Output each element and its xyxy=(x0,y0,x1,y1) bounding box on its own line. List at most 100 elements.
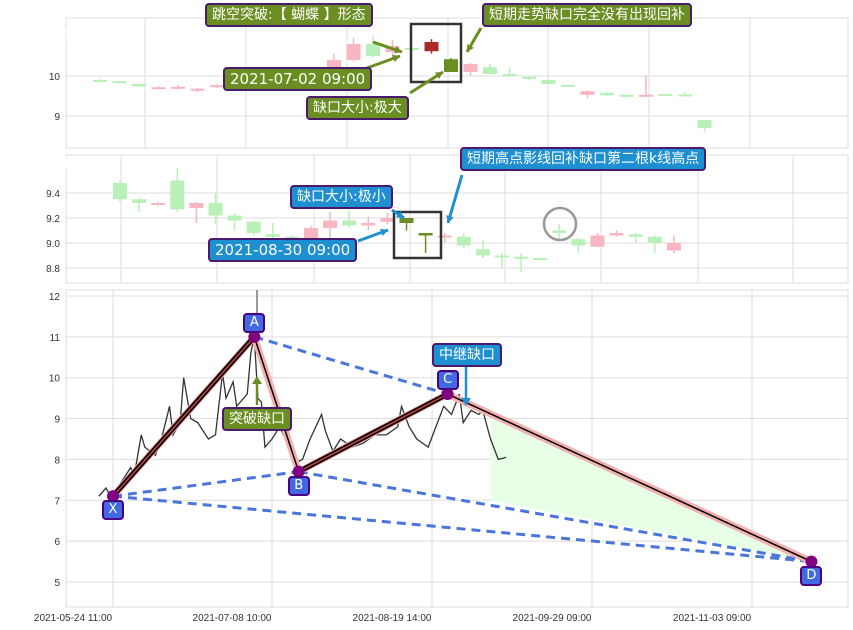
y-tick-label: 9.2 xyxy=(46,214,60,225)
relay-gap-label: 中继缺口 xyxy=(432,343,502,367)
fill-note-label: 短期高点影线回补缺口第二根k线高点 xyxy=(460,147,707,171)
candle-body xyxy=(380,218,395,222)
breakout-gap-label: 突破缺口 xyxy=(222,407,292,431)
pattern-dashed-line xyxy=(112,470,299,498)
y-tick-label: 9 xyxy=(54,112,60,123)
candle-body xyxy=(647,236,662,243)
candle-body xyxy=(210,85,224,88)
panel-relay-gap-candles: 8.8 9.0 9.2 9.4 xyxy=(46,154,849,284)
annotation-arrow xyxy=(446,174,464,224)
direction-tag-text: 向下:突破缺口 xyxy=(9,29,98,45)
candle-body xyxy=(399,218,414,223)
y-tick-label: 11 xyxy=(50,333,61,344)
direction-tag-relay: 向下:中继缺口 xyxy=(3,152,119,186)
candle-body xyxy=(437,235,452,238)
candle-body xyxy=(541,80,556,84)
candle-body xyxy=(580,91,595,95)
candle-body xyxy=(151,87,166,90)
pattern-dashed-line xyxy=(112,494,812,564)
candle-body xyxy=(639,94,653,97)
candle-body xyxy=(171,86,185,89)
pattern-leg xyxy=(253,336,300,472)
arrow-head-icon xyxy=(435,72,443,80)
direction-tag-text: 向下:中继缺口 xyxy=(9,157,98,173)
x-tick-label: 2021-08-19 14:00 xyxy=(353,613,432,624)
y-tick-label: 6 xyxy=(54,537,60,548)
pattern-point-label-b: B xyxy=(287,475,310,496)
x-tick-label: 2021-09-29 09:00 xyxy=(513,613,592,624)
pattern-point-marker xyxy=(441,388,454,401)
gap-highlight-box xyxy=(409,22,463,84)
pattern-point-label-c: C xyxy=(436,370,459,391)
candle-body xyxy=(514,256,529,259)
candle-body xyxy=(502,74,517,76)
candle-body xyxy=(113,183,127,200)
candle-body xyxy=(151,203,166,205)
candle-body xyxy=(327,60,341,68)
gap-size-label: 缺口大小:极小 xyxy=(290,185,393,209)
no-fill-label: 短期走势缺口完全没有出现回补 xyxy=(482,3,692,27)
arrow-head-icon xyxy=(396,210,404,218)
candle-body xyxy=(424,42,439,52)
candle-body xyxy=(418,233,433,236)
panel-breakout-gap-candles: 9 10 xyxy=(49,17,849,149)
candle-body xyxy=(600,92,614,96)
panel-frame xyxy=(65,289,849,608)
candle-body xyxy=(522,76,536,79)
candle-body xyxy=(93,80,107,82)
arrow-head-icon xyxy=(461,398,471,406)
candle-body xyxy=(552,230,567,233)
candle-body xyxy=(533,258,548,260)
y-tick-label: 12 xyxy=(49,292,61,303)
fill-highlight-circle xyxy=(542,206,578,242)
arrow-head-icon xyxy=(394,46,402,54)
candle-body xyxy=(190,88,205,91)
candle-body xyxy=(456,236,471,246)
pattern-dashed-line xyxy=(298,470,812,564)
y-tick-label: 10 xyxy=(49,374,61,385)
candle-body xyxy=(628,234,643,237)
pattern-point-label-d: D xyxy=(800,565,823,586)
candle-body xyxy=(658,94,673,96)
panel-xabcd-pattern: 2021-05-24 11:00 2021-07-08 10:00 2021-08-… xyxy=(34,289,849,624)
arrow-head-icon xyxy=(446,215,454,223)
arrow-head-icon xyxy=(252,376,262,384)
candle-body xyxy=(284,236,299,239)
y-tick-label: 10 xyxy=(49,72,61,83)
candle-body xyxy=(697,120,712,128)
candle-body xyxy=(619,94,634,97)
pattern-point-marker xyxy=(805,555,818,568)
price-line xyxy=(98,336,507,502)
candle-body xyxy=(495,255,509,258)
gap-time-label: 2021-07-02 09:00 xyxy=(223,67,373,91)
pattern-dashed-line xyxy=(253,335,449,396)
pattern-label: 跳空突破:【 蝴蝶 】形态 xyxy=(205,3,373,27)
candle-body xyxy=(463,64,478,72)
y-tick-label: 9.0 xyxy=(46,239,60,250)
candle-body xyxy=(561,84,575,87)
pattern-leg-core xyxy=(298,393,448,473)
candle-body xyxy=(208,203,223,216)
pattern-point-label-a: A xyxy=(243,312,266,333)
gap-size-label: 缺口大小:极大 xyxy=(306,96,409,120)
candle-body xyxy=(189,203,204,208)
x-tick-label: 2021-07-08 10:00 xyxy=(193,613,272,624)
candle-body xyxy=(227,215,242,221)
candle-body xyxy=(346,44,361,60)
candle-body xyxy=(265,234,280,237)
pattern-leg-core xyxy=(112,336,255,497)
candle-body xyxy=(590,235,605,247)
x-tick-label: 2021-11-03 09:00 xyxy=(673,613,752,624)
y-tick-label: 9.4 xyxy=(46,189,60,200)
candle-body xyxy=(475,249,490,256)
pattern-point-marker xyxy=(248,330,261,343)
candle-body xyxy=(483,67,497,74)
panel-frame xyxy=(65,154,849,284)
candle-body xyxy=(609,233,624,236)
candle-body xyxy=(366,44,380,56)
pattern-point-marker xyxy=(292,465,305,478)
candle-body xyxy=(323,220,338,228)
candle-body xyxy=(678,94,692,97)
candle-body xyxy=(342,220,357,226)
